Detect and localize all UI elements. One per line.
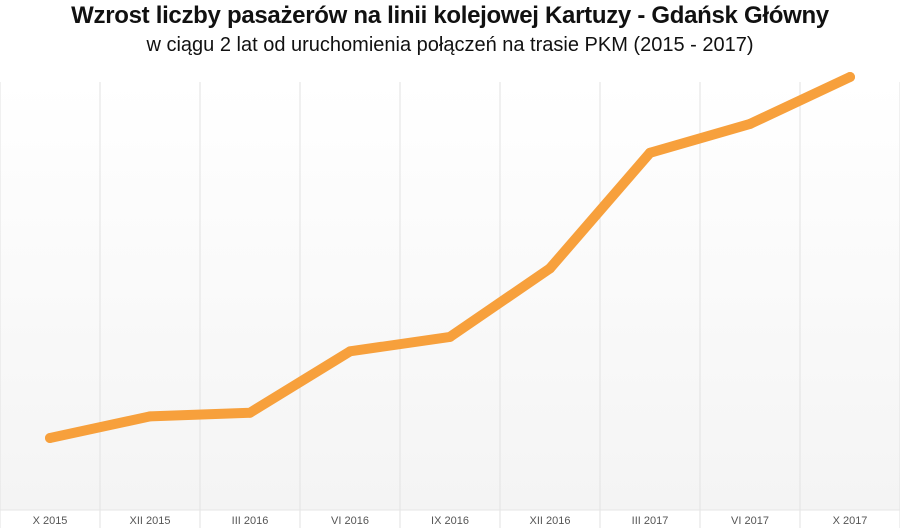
series-layer [45,72,855,443]
data-point [45,433,55,443]
x-tick-label: X 2015 [33,515,68,527]
plot-area [0,82,900,510]
x-tick-label: XII 2015 [130,515,171,527]
x-tick-label: VI 2017 [731,515,769,527]
data-point [745,118,755,129]
data-point [545,263,555,274]
x-axis-ticks: X 2015 XII 2015 III 2016 VI 2016 IX 2016 XII … [33,515,868,527]
data-point [345,346,355,357]
x-tick-label: XII 2016 [530,515,571,527]
data-point [645,147,655,158]
data-point [445,331,455,342]
data-point [845,72,855,82]
x-tick-label: VI 2016 [331,515,369,527]
x-tick-label: III 2017 [632,515,669,527]
x-tick-label: III 2016 [232,515,269,527]
x-tick-label: IX 2016 [431,515,469,527]
chart-title: Wzrost liczby pasażerów na linii kolejow… [71,2,829,29]
data-point [145,411,155,422]
grid-layer [0,82,900,528]
x-tick-label: X 2017 [833,515,868,527]
series-line [45,72,855,443]
data-point [245,407,255,418]
chart-subtitle: w ciągu 2 lat od uruchomienia połączeń n… [146,34,754,56]
